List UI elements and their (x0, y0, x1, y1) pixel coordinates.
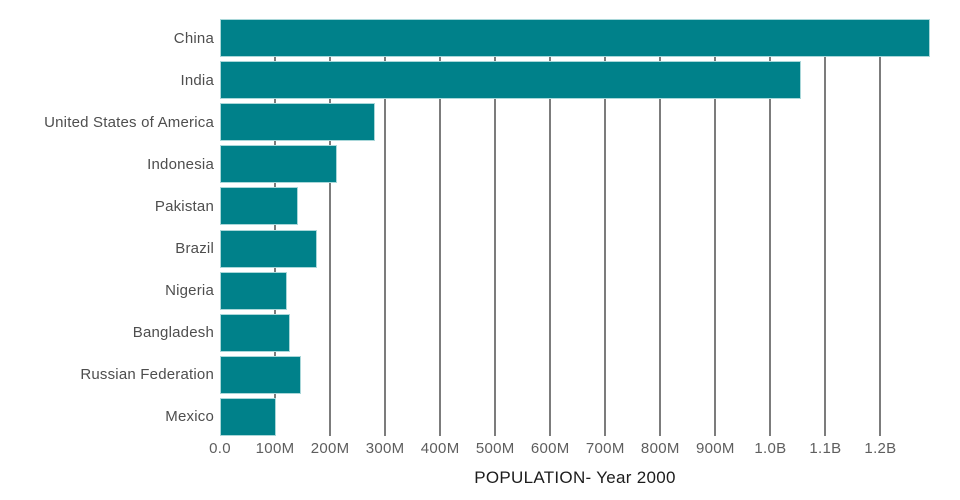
population-bar[interactable] (220, 145, 337, 184)
gridline (494, 19, 497, 436)
gridline (714, 19, 717, 436)
category-label: Russian Federation (80, 366, 214, 384)
category-label: Mexico (165, 408, 214, 426)
x-tick-label: 100M (255, 440, 295, 457)
plot-area (220, 19, 930, 436)
category-label: Brazil (175, 240, 214, 258)
bar-row (220, 397, 930, 436)
gridline (769, 19, 772, 436)
x-tick-label: 400M (420, 440, 460, 457)
chart-title: POPULATION- Year 2000 (474, 468, 676, 487)
gridline (659, 19, 662, 436)
population-bar[interactable] (220, 313, 291, 352)
gridline (879, 19, 882, 436)
x-tick-label: 800M (640, 440, 680, 457)
category-label: United States of America (44, 113, 214, 131)
bar-row (220, 61, 930, 100)
gridline (329, 19, 332, 436)
population-bar[interactable] (220, 229, 317, 268)
bar-row (220, 103, 930, 142)
x-tick-label: 600M (530, 440, 570, 457)
bar-row (220, 19, 930, 57)
population-bar[interactable] (220, 355, 301, 394)
gridline (439, 19, 442, 436)
bar-row (220, 229, 930, 268)
x-tick-label: 500M (475, 440, 515, 457)
category-label: Indonesia (147, 155, 214, 173)
x-tick-label: 300M (365, 440, 405, 457)
category-label: Nigeria (165, 282, 214, 300)
x-tick-label: 1.2B (864, 440, 897, 457)
x-tick-label: 1.1B (809, 440, 842, 457)
gridline (384, 19, 387, 436)
bar-row (220, 313, 930, 352)
population-bar[interactable] (220, 103, 376, 142)
population-bar[interactable] (220, 187, 299, 226)
population-bar[interactable] (220, 271, 287, 310)
x-tick-label: 700M (585, 440, 625, 457)
bar-row (220, 145, 930, 184)
bars-container (220, 19, 930, 436)
category-label: Bangladesh (132, 324, 214, 342)
x-tick-label: 200M (310, 440, 350, 457)
bar-row (220, 271, 930, 310)
category-axis: China India United States of America Indone… (0, 19, 214, 436)
population-bar[interactable] (220, 19, 930, 57)
gridline (549, 19, 552, 436)
category-label: Pakistan (154, 197, 214, 215)
bar-row (220, 187, 930, 226)
gridline (824, 19, 827, 436)
bar-row (220, 355, 930, 394)
x-tick-label: 0.0 (209, 440, 231, 457)
x-tick-label: 900M (695, 440, 735, 457)
population-bar[interactable] (220, 61, 802, 100)
x-tick-label: 1.0B (754, 440, 787, 457)
gridline (274, 19, 277, 436)
category-label: China (173, 29, 214, 47)
gridline (604, 19, 607, 436)
population-bar[interactable] (220, 397, 277, 436)
x-axis: 0.0 100M 200M 300M 400M 500M 600M 700M 800M 900M 1… (209, 440, 930, 460)
category-label: India (180, 71, 214, 89)
